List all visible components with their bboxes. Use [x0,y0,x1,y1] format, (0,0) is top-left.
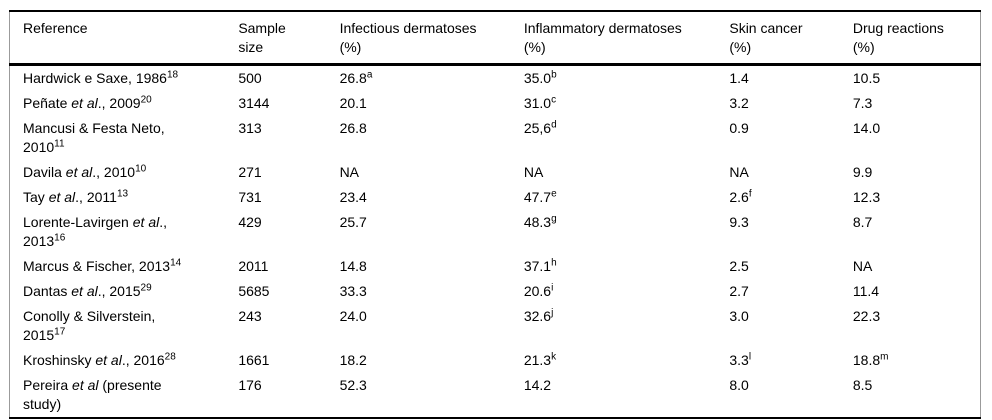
table-header: Reference Sample size Infectious dermato… [9,11,981,66]
cell-drug-reactions: 10.5 [852,70,881,86]
cell-sample-size: 313 [238,120,262,136]
cell-skin-cancer: 3.0 [729,308,749,324]
cell-reference: Dantas et al., 201529 [23,282,152,299]
cell-sample-size: 1661 [238,352,270,368]
cell-drug-reactions: 18.8m [852,351,889,368]
cell-skin-cancer: 3.3l [729,351,752,368]
cell-sample-size: 3144 [238,95,270,111]
cell-reference: Lorente-Lavirgen et al., 201316 [23,214,167,249]
table-row: Pereira et al (presente study) 176 52.3 14.2… [10,373,981,418]
cell-sample-size: 731 [238,189,262,205]
cell-infectious: 24.0 [339,308,367,324]
cell-drug-reactions: 12.3 [852,189,881,205]
cell-reference: Hardwick e Saxe, 198618 [23,69,179,86]
table-row: Lorente-Lavirgen et al., 201316 429 25.7 48.… [10,210,981,254]
cell-inflammatory: 35.0b [523,69,557,86]
cell-drug-reactions: 11.4 [852,283,880,299]
cell-infectious: 26.8a [339,69,373,86]
cell-skin-cancer: 0.9 [729,120,749,136]
cell-infectious: NA [339,164,360,180]
cell-reference: Marcus & Fischer, 201314 [23,257,182,274]
table-row: Peñate et al., 200920 3144 20.1 31.0c 3.2 7.3 [10,91,981,116]
cell-drug-reactions: 7.3 [852,95,873,111]
cell-reference: Pereira et al (presente study) [23,377,162,412]
cell-inflammatory: 48.3g [523,213,557,230]
cell-sample-size: 243 [238,308,262,324]
cell-inflammatory: 31.0c [523,94,557,111]
cell-sample-size: 5685 [238,283,270,299]
table-row: Dantas et al., 201529 5685 33.3 20.6i 2.7 11.… [10,279,981,304]
cell-inflammatory: 14.2 [523,377,552,393]
cell-inflammatory: 32.6j [523,307,554,324]
cell-skin-cancer: 8.0 [729,377,749,393]
column-header-skin-cancer: Skin cancer (%) [729,11,853,66]
header-row: Reference Sample size Infectious dermato… [9,11,981,66]
cell-drug-reactions: 22.3 [852,308,881,324]
cell-sample-size: 271 [238,164,262,180]
cell-reference: Kroshinsky et al., 201628 [23,351,176,368]
table-row: Tay et al., 201113 731 23.4 47.7e 2.6f 12.3 [10,185,981,210]
table-row: Kroshinsky et al., 201628 1661 18.2 21.3k 3.… [10,348,981,373]
cell-skin-cancer: 2.5 [729,258,749,274]
cell-reference: Peñate et al., 200920 [23,94,152,111]
column-header-sample-size: Sample size [238,11,340,66]
cell-inflammatory: 37.1h [523,257,557,274]
cell-drug-reactions: 8.7 [852,214,873,230]
table-row: Mancusi & Festa Neto, 201011 313 26.8 25,6d 0… [10,116,981,160]
cell-reference: Davila et al., 201010 [23,163,147,180]
cell-skin-cancer: NA [729,164,749,180]
cell-inflammatory: 25,6d [523,119,557,136]
cell-reference: Mancusi & Festa Neto, 201011 [23,120,165,155]
cell-infectious: 25.7 [339,214,367,230]
cell-sample-size: 429 [238,214,262,230]
cell-infectious: 33.3 [339,283,367,299]
table-row: Conolly & Silverstein, 201517 243 24.0 32.6j… [10,304,981,348]
study-comparison-table-container: Reference Sample size Infectious dermato… [9,10,981,419]
cell-sample-size: 176 [238,377,262,393]
cell-drug-reactions: NA [852,258,873,274]
cell-infectious: 26.8 [339,120,367,136]
cell-infectious: 20.1 [339,95,367,111]
cell-infectious: 23.4 [339,189,367,205]
cell-infectious: 18.2 [339,352,367,368]
cell-drug-reactions: 9.9 [852,164,873,180]
cell-skin-cancer: 1.4 [729,70,749,86]
cell-inflammatory: 47.7e [523,188,557,205]
table-row: Hardwick e Saxe, 198618 500 26.8a 35.0b 1.4 1… [10,65,981,92]
table-row: Davila et al., 201010 271 NA NA NA 9.9 [10,160,981,185]
cell-inflammatory: 21.3k [523,351,557,368]
cell-inflammatory: NA [523,164,544,180]
column-header-inflammatory-dermatoses: Inflammatory dermatoses (%) [523,11,730,66]
cell-infectious: 14.8 [339,258,367,274]
column-header-drug-reactions: Drug reactions (%) [852,11,981,66]
cell-drug-reactions: 14.0 [852,120,881,136]
cell-drug-reactions: 8.5 [852,377,873,393]
cell-skin-cancer: 2.6f [729,188,752,205]
cell-inflammatory: 20.6i [523,282,554,299]
cell-sample-size: 2011 [238,258,269,274]
cell-skin-cancer: 9.3 [729,214,749,230]
cell-skin-cancer: 3.2 [729,95,749,111]
table-row: Marcus & Fischer, 201314 2011 14.8 37.1h 2.5… [10,254,981,279]
column-header-infectious-dermatoses: Infectious dermatoses (%) [339,11,524,66]
cell-infectious: 52.3 [339,377,367,393]
cell-reference: Conolly & Silverstein, 201517 [23,308,156,343]
study-comparison-table: Reference Sample size Infectious dermato… [9,10,981,419]
column-header-reference: Reference [9,11,239,66]
cell-sample-size: 500 [238,70,262,86]
table-body: Hardwick e Saxe, 198618 500 26.8a 35.0b 1.4 1… [10,65,981,419]
cell-skin-cancer: 2.7 [729,283,749,299]
cell-reference: Tay et al., 201113 [23,188,129,205]
